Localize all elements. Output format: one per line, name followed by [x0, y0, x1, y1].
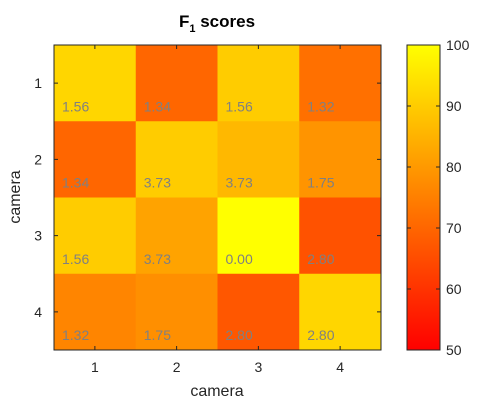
colorbar-tick-label: 90 — [446, 98, 462, 114]
x-tick-label: 4 — [336, 359, 344, 375]
y-tick-label: 1 — [34, 75, 42, 91]
cell-value-label: 1.56 — [62, 98, 89, 114]
cell-value-label: 1.34 — [62, 175, 89, 191]
cell-value-label: 2.80 — [307, 251, 334, 267]
cell-value-label: 3.73 — [144, 251, 171, 267]
plot-frame — [53, 44, 382, 351]
heatmap-cell — [299, 121, 382, 198]
y-tick-label: 4 — [34, 304, 42, 320]
cell-value-label: 1.75 — [144, 327, 171, 343]
colorbar-tick-label: 80 — [446, 159, 462, 175]
heatmap-cell — [299, 197, 382, 275]
cell-value-label: 3.73 — [144, 175, 171, 191]
heatmap-cell — [135, 197, 218, 275]
heatmap-cell — [217, 273, 300, 351]
x-axis-ticks: 1 2 3 4 — [91, 45, 344, 375]
heatmap-cell — [54, 121, 137, 198]
y-tick-label: 2 — [34, 151, 42, 167]
y-axis-ticks: 1 2 3 4 — [34, 75, 381, 320]
heatmap-cell — [217, 45, 300, 122]
y-tick-label: 3 — [34, 228, 42, 244]
heatmap-cell — [217, 121, 300, 198]
heatmap-cell — [54, 45, 137, 122]
title-main: F — [179, 12, 189, 31]
heatmap-cell — [299, 45, 382, 122]
y-axis-label: camera — [7, 170, 24, 223]
cell-value-label: 1.56 — [226, 98, 253, 114]
title-rest: scores — [195, 12, 255, 31]
heatmap-cell — [135, 121, 218, 198]
cell-value-label: 2.80 — [226, 327, 253, 343]
heatmap-cell — [54, 273, 137, 351]
cell-value-label: 3.73 — [226, 175, 253, 191]
colorbar-tick-label: 70 — [446, 220, 462, 236]
heatmap-cell — [217, 197, 300, 275]
cell-value-label: 1.56 — [62, 251, 89, 267]
heatmap-cell — [135, 45, 218, 122]
cell-value-label: 1.32 — [307, 98, 334, 114]
cell-value-label: 2.80 — [307, 327, 334, 343]
colorbar-tick-label: 100 — [446, 37, 470, 53]
x-tick-label: 3 — [254, 359, 262, 375]
colorbar-tick-label: 60 — [446, 281, 462, 297]
cell-value-label: 1.34 — [144, 98, 171, 114]
heatmap-cell — [299, 273, 382, 351]
heatmap-cell — [54, 197, 137, 275]
cell-value-label: 1.32 — [62, 327, 89, 343]
cell-value-label: 1.75 — [307, 175, 334, 191]
heatmap-cells — [54, 45, 382, 351]
title-subscript: 1 — [189, 23, 195, 35]
cell-value-label: 0.00 — [226, 251, 253, 267]
heatmap-cell — [135, 273, 218, 351]
colorbar-tick-label: 50 — [446, 342, 462, 358]
colorbar-ticks: 50 60 70 80 90 100 — [407, 37, 470, 358]
heatmap-cell-labels: 1.56 1.34 1.56 1.32 1.34 3.73 3.73 1.75 1.56 3.73… — [62, 98, 335, 343]
x-tick-label: 1 — [91, 359, 99, 375]
colorbar — [406, 44, 441, 351]
x-axis-label: camera — [190, 383, 243, 400]
chart-title: F1 scores — [179, 12, 255, 35]
x-tick-label: 2 — [173, 359, 181, 375]
